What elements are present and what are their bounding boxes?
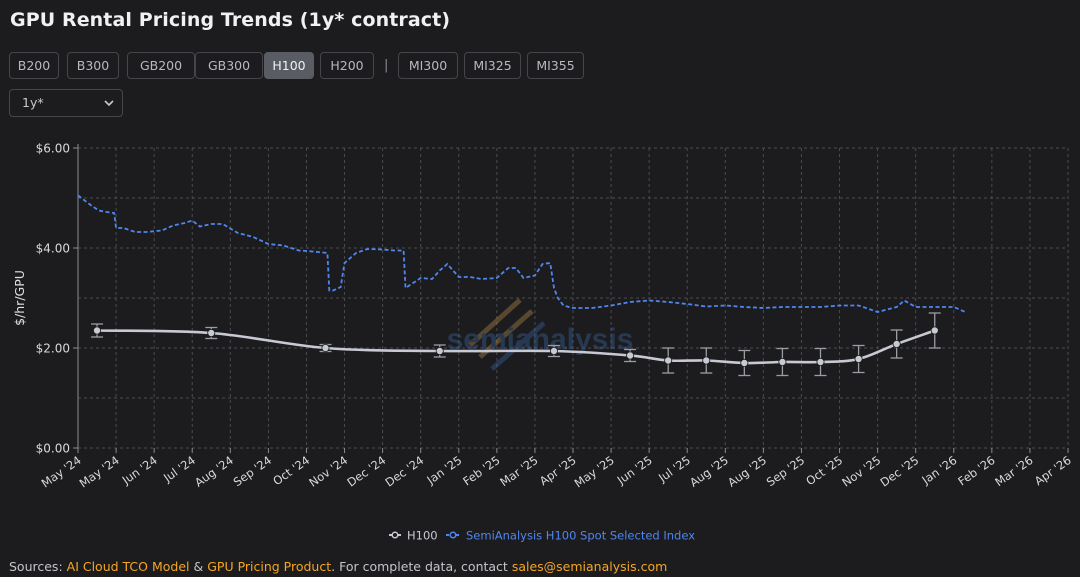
h100-point — [321, 343, 330, 352]
contract-select-value: 1y* — [22, 95, 44, 110]
tab-mi325[interactable]: MI325 — [464, 52, 521, 79]
x-tick-label: Mar '25 — [497, 453, 540, 489]
legend-item-h100[interactable]: H100 — [389, 529, 438, 543]
y-axis-label: $/hr/GPU — [12, 270, 27, 326]
x-tick-label: Sep '25 — [764, 453, 807, 489]
x-tick-label: Nov '25 — [839, 453, 883, 490]
x-tick-label: Oct '24 — [270, 453, 312, 488]
x-tick-label: Apr '25 — [537, 453, 579, 488]
legend-item-spot-index[interactable]: SemiAnalysis H100 Spot Selected Index — [446, 529, 695, 543]
footer-amp: & — [189, 559, 208, 574]
h100-point — [778, 357, 787, 366]
h100-point — [549, 346, 558, 355]
pricing-chart: semianalysis $6.00 $4.00 $2.00 $0.00 May '2… — [12, 142, 1074, 543]
h100-point — [816, 357, 825, 366]
contract-select[interactable]: 1y* — [9, 89, 123, 117]
h100-point — [93, 326, 102, 335]
h100-point — [892, 339, 901, 348]
x-tick-label: Apr '26 — [1032, 453, 1074, 488]
tab-b300[interactable]: B300 — [67, 52, 119, 79]
h100-point — [930, 326, 939, 335]
x-tick-label: Feb '25 — [460, 453, 502, 488]
x-tick-label: Aug '24 — [192, 453, 236, 490]
x-tick-label: Mar '26 — [992, 453, 1035, 489]
x-tick-label: Oct '25 — [803, 453, 845, 488]
y-tick-label: $6.00 — [36, 142, 70, 156]
series-spot-index — [77, 194, 966, 313]
footer-middle: . For complete data, contact — [331, 559, 512, 574]
tab-gb200[interactable]: GB200 — [127, 52, 195, 79]
x-tick-label: May '24 — [77, 453, 122, 490]
x-tick-label: Jul '24 — [160, 453, 198, 485]
footer-prefix: Sources: — [9, 559, 67, 574]
x-tick-label: Jan '26 — [919, 453, 960, 488]
h100-point — [207, 328, 216, 337]
x-tick-label: Nov '24 — [306, 453, 350, 490]
x-tick-label: Sep '24 — [231, 453, 274, 489]
tco-model-link[interactable]: AI Cloud TCO Model — [66, 559, 190, 574]
h100-point — [664, 356, 673, 365]
x-tick-label: May '24 — [39, 453, 84, 490]
x-tick-label: Dec '24 — [344, 453, 388, 490]
legend-h100-label: H100 — [407, 529, 438, 543]
legend-h100-marker — [391, 531, 399, 539]
x-tick-label: Dec '25 — [878, 453, 922, 490]
chevron-down-icon — [104, 100, 114, 107]
h100-point — [626, 351, 635, 360]
x-tick-label: Aug '25 — [725, 453, 769, 490]
gpu-pricing-link[interactable]: GPU Pricing Product — [207, 559, 332, 574]
y-tick-label: $4.00 — [36, 242, 70, 256]
sales-email-link[interactable]: sales@semianalysis.com — [511, 559, 668, 574]
legend-index-label: SemiAnalysis H100 Spot Selected Index — [466, 529, 695, 543]
x-tick-label: Feb '26 — [955, 453, 997, 488]
h100-point — [740, 358, 749, 367]
h100-point — [702, 356, 711, 365]
watermark: semianalysis — [447, 298, 633, 371]
y-tick-label: $2.00 — [36, 342, 70, 356]
h100-point — [854, 354, 863, 363]
tab-h200[interactable]: H200 — [320, 52, 374, 79]
page-title: GPU Rental Pricing Trends (1y* contract) — [10, 9, 451, 31]
h100-point — [435, 346, 444, 355]
x-tick-label: May '25 — [572, 453, 617, 490]
tab-mi300[interactable]: MI300 — [398, 52, 458, 79]
legend: H100 SemiAnalysis H100 Spot Selected Ind… — [389, 529, 695, 543]
tab-h100[interactable]: H100 — [264, 52, 314, 79]
footer-sources: Sources: AI Cloud TCO Model & GPU Pricin… — [9, 559, 667, 574]
y-axis: $6.00 $4.00 $2.00 $0.00 — [36, 142, 79, 456]
legend-index-marker — [449, 531, 457, 539]
chart-grid — [77, 147, 1069, 449]
x-tick-label: Jan '25 — [424, 453, 465, 488]
series-h100 — [91, 312, 941, 377]
x-tick-label: Aug '25 — [687, 453, 731, 490]
x-tick-label: Jun '24 — [119, 453, 160, 488]
tab-mi355[interactable]: MI355 — [527, 52, 584, 79]
x-tick-label: Jun '25 — [614, 453, 655, 488]
tab-separator: | — [384, 58, 389, 73]
x-tick-label: Dec '24 — [383, 453, 427, 490]
spot-index-line — [77, 194, 966, 313]
tab-gb300[interactable]: GB300 — [195, 52, 263, 79]
x-tick-label: Jul '25 — [655, 453, 693, 485]
y-tick-label: $0.00 — [36, 442, 70, 456]
tab-b200[interactable]: B200 — [9, 52, 59, 79]
